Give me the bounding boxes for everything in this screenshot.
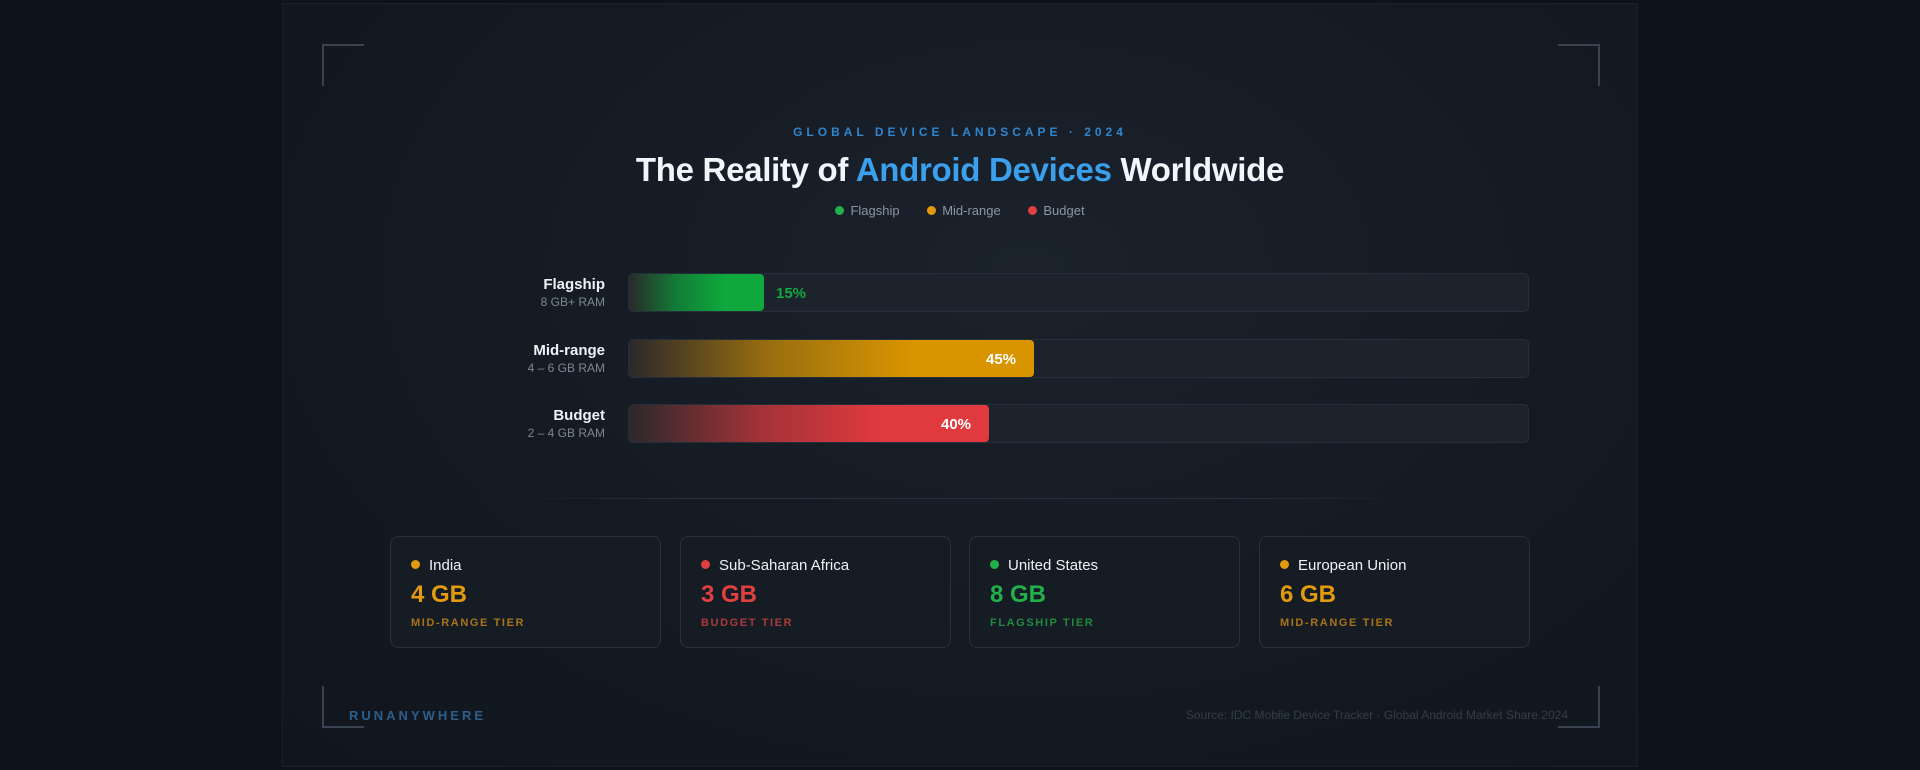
source-citation: Source: IDC Mobile Device Tracker · Glob… — [1185, 708, 1568, 722]
region-name: India — [411, 557, 462, 574]
region-card-european-union: European Union 6 GB MID-RANGE TIER — [1259, 536, 1530, 648]
bar-subtitle: 8 GB+ RAM — [540, 295, 605, 309]
legend-label: Budget — [1043, 203, 1085, 218]
region-card-united-states: United States 8 GB FLAGSHIP TIER — [969, 536, 1240, 648]
corner-bracket-top-left — [322, 44, 364, 86]
region-tier: MID-RANGE TIER — [411, 617, 526, 629]
legend-dot-flagship — [835, 206, 845, 215]
region-name: United States — [990, 557, 1098, 574]
region-label: Sub-Saharan Africa — [719, 557, 850, 574]
page-title: The Reality of Android Devices Worldwide — [0, 151, 1920, 189]
region-ram-value: 4 GB — [411, 581, 468, 608]
section-divider — [510, 498, 1410, 499]
region-ram-value: 8 GB — [990, 581, 1047, 608]
bar-label-flagship: Flagship 8 GB+ RAM — [345, 276, 605, 310]
region-dot — [990, 560, 999, 569]
region-dot — [411, 560, 420, 569]
title-prefix: The Reality of — [635, 151, 856, 188]
legend-item-mid-range: Mid-range — [927, 203, 1001, 218]
bar-budget — [629, 405, 989, 442]
region-label: United States — [1008, 557, 1099, 574]
region-ram-value: 6 GB — [1280, 581, 1337, 608]
legend-item-budget: Budget — [1028, 203, 1085, 218]
bar-flagship — [629, 274, 764, 311]
bar-track-mid-range: 45% — [628, 339, 1529, 378]
legend-dot-mid-range — [927, 206, 937, 215]
legend-label: Mid-range — [942, 203, 1001, 218]
corner-bracket-bottom-right — [1558, 686, 1600, 728]
title-accent: Android Devices — [855, 151, 1112, 188]
bar-category: Budget — [553, 407, 605, 424]
brand-logo: RUNANYWHERE — [349, 708, 486, 723]
bar-track-flagship: 15% — [628, 273, 1529, 312]
bar-label-budget: Budget 2 – 4 GB RAM — [345, 407, 605, 441]
region-dot — [701, 560, 710, 569]
region-card-sub-saharan-africa: Sub-Saharan Africa 3 GB BUDGET TIER — [680, 536, 951, 648]
region-tier: MID-RANGE TIER — [1280, 617, 1395, 629]
bar-value-label-budget: 40% — [941, 416, 972, 433]
bar-track-budget: 40% — [628, 404, 1529, 443]
title-suffix: Worldwide — [1111, 151, 1285, 188]
region-tier: BUDGET TIER — [701, 617, 794, 629]
region-label: India — [429, 557, 462, 574]
infographic-panel — [282, 3, 1638, 767]
bar-subtitle: 4 – 6 GB RAM — [527, 361, 605, 375]
bar-value-label-flagship: 15% — [776, 285, 807, 302]
region-label: European Union — [1298, 557, 1407, 574]
region-card-india: India 4 GB MID-RANGE TIER — [390, 536, 661, 648]
chart-legend: Flagship Mid-range Budget — [0, 203, 1920, 218]
bar-mid-range — [629, 340, 1034, 377]
bar-category: Flagship — [543, 276, 605, 293]
corner-bracket-bottom-left — [322, 686, 364, 728]
legend-dot-budget — [1028, 206, 1038, 215]
corner-bracket-top-right — [1558, 44, 1600, 86]
region-name: European Union — [1280, 557, 1406, 574]
region-name: Sub-Saharan Africa — [701, 557, 849, 574]
eyebrow-label: GLOBAL DEVICE LANDSCAPE · 2024 — [793, 125, 1127, 139]
bar-value-label-mid-range: 45% — [986, 351, 1017, 368]
bar-subtitle: 2 – 4 GB RAM — [527, 426, 605, 440]
legend-label: Flagship — [850, 203, 900, 218]
region-ram-value: 3 GB — [701, 581, 758, 608]
bar-label-mid-range: Mid-range 4 – 6 GB RAM — [345, 342, 605, 376]
region-tier: FLAGSHIP TIER — [990, 617, 1095, 629]
bar-category: Mid-range — [533, 342, 605, 359]
region-dot — [1280, 560, 1289, 569]
legend-item-flagship: Flagship — [835, 203, 900, 218]
